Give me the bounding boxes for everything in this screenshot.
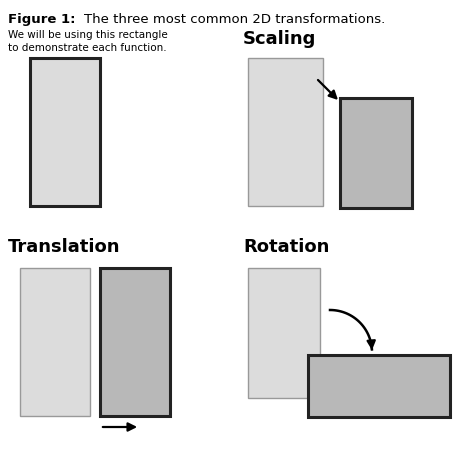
Bar <box>248 268 320 398</box>
Bar <box>100 268 170 416</box>
Text: We will be using this rectangle
to demonstrate each function.: We will be using this rectangle to demon… <box>8 30 168 53</box>
Text: The three most common 2D transformations.: The three most common 2D transformations… <box>67 13 385 26</box>
Bar <box>340 98 412 208</box>
Text: Rotation: Rotation <box>243 238 329 256</box>
Text: Figure 1:: Figure 1: <box>8 13 75 26</box>
Bar <box>20 268 90 416</box>
Bar <box>248 58 323 206</box>
Bar <box>30 58 100 206</box>
Text: Translation: Translation <box>8 238 120 256</box>
Bar <box>308 355 450 417</box>
Text: Scaling: Scaling <box>243 30 316 48</box>
